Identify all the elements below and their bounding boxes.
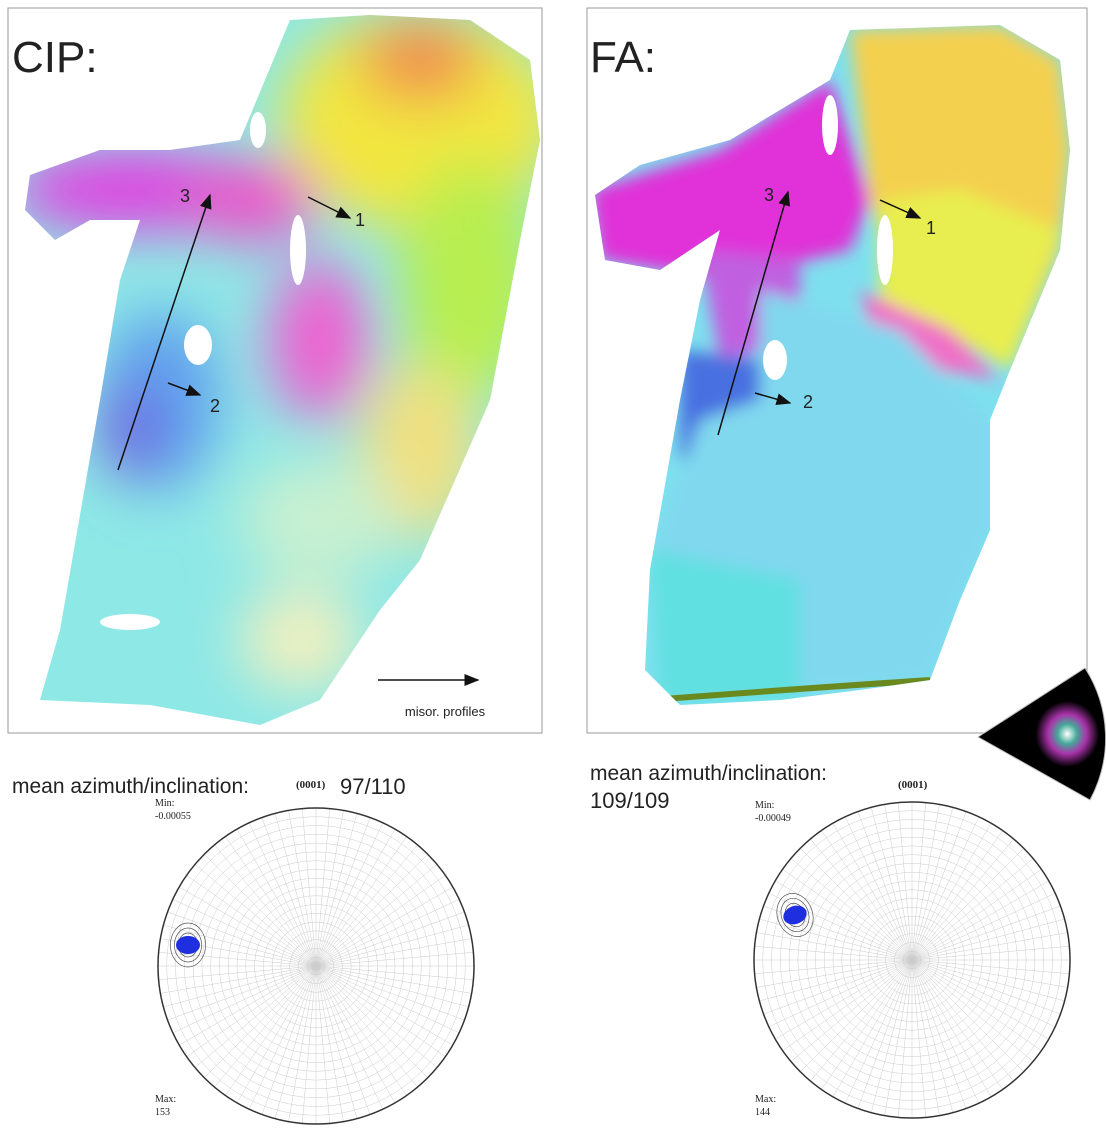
grid-spoke [845, 817, 912, 960]
arrow-label: 1 [926, 218, 936, 238]
grid-spoke [912, 807, 953, 960]
pf-value: 109/109 [590, 788, 670, 813]
pole-cluster [176, 936, 200, 954]
grid-spoke [316, 925, 469, 966]
pf-value: 97/110 [340, 774, 406, 799]
grid-spoke [912, 817, 979, 960]
pf-max-label: Max: [155, 1094, 176, 1105]
pole-figure [158, 808, 474, 1124]
arrow-label: 2 [210, 396, 220, 416]
pf-plane: (0001) [898, 779, 928, 791]
grid-spoke [871, 807, 912, 960]
grid-spoke [316, 823, 383, 966]
pole-cluster [781, 902, 810, 927]
grid-spoke [912, 960, 953, 1113]
grid-spoke [759, 960, 912, 1001]
grid-spoke [275, 966, 316, 1119]
pf-title: mean azimuth/inclination: [590, 762, 827, 785]
arrow-label: 3 [180, 186, 190, 206]
grid-spoke [759, 919, 912, 960]
grid-spoke [871, 960, 912, 1113]
pf-max-label: Max: [755, 1094, 776, 1105]
grid-spoke [249, 966, 316, 1109]
grid-spoke [912, 960, 1055, 1027]
grid-spoke [912, 893, 1055, 960]
grid-spoke [912, 919, 1065, 960]
pf-max: 153 [155, 1107, 170, 1118]
grid-spoke [316, 813, 357, 966]
grid-spoke [173, 899, 316, 966]
pf-max: 144 [755, 1107, 770, 1118]
profile-note: misor. profiles [405, 704, 486, 719]
grid-spoke [163, 966, 316, 1007]
pf-min: -0.00055 [155, 811, 191, 822]
arrow-label: 2 [803, 392, 813, 412]
grid-spoke [173, 966, 316, 1033]
grid-spoke [845, 960, 912, 1103]
pole-figure [754, 802, 1070, 1118]
grid-spoke [769, 960, 912, 1027]
grid-spoke [316, 966, 459, 1033]
grid-spoke [316, 966, 383, 1109]
pf-plane: (0001) [296, 779, 326, 791]
grid-spoke [249, 823, 316, 966]
panel-label: CIP: [12, 33, 98, 82]
figure: CIP: 3 1 2 misor. profiles FA: 3 1 2 mea… [0, 0, 1106, 1128]
grid-spoke [316, 899, 459, 966]
pf-min-label: Min: [755, 800, 774, 811]
grid-spoke [316, 966, 357, 1119]
arrow-label: 3 [764, 185, 774, 205]
pf-min-label: Min: [155, 798, 174, 809]
grid-spoke [912, 960, 979, 1103]
panel-label: FA: [590, 33, 656, 82]
grid-spoke [316, 966, 469, 1007]
pf-min: -0.00049 [755, 813, 791, 824]
grid-spoke [912, 960, 1065, 1001]
grid-spoke [275, 813, 316, 966]
arrow-label: 1 [355, 210, 365, 230]
grid-spoke [769, 893, 912, 960]
pf-title: mean azimuth/inclination: [12, 775, 249, 798]
